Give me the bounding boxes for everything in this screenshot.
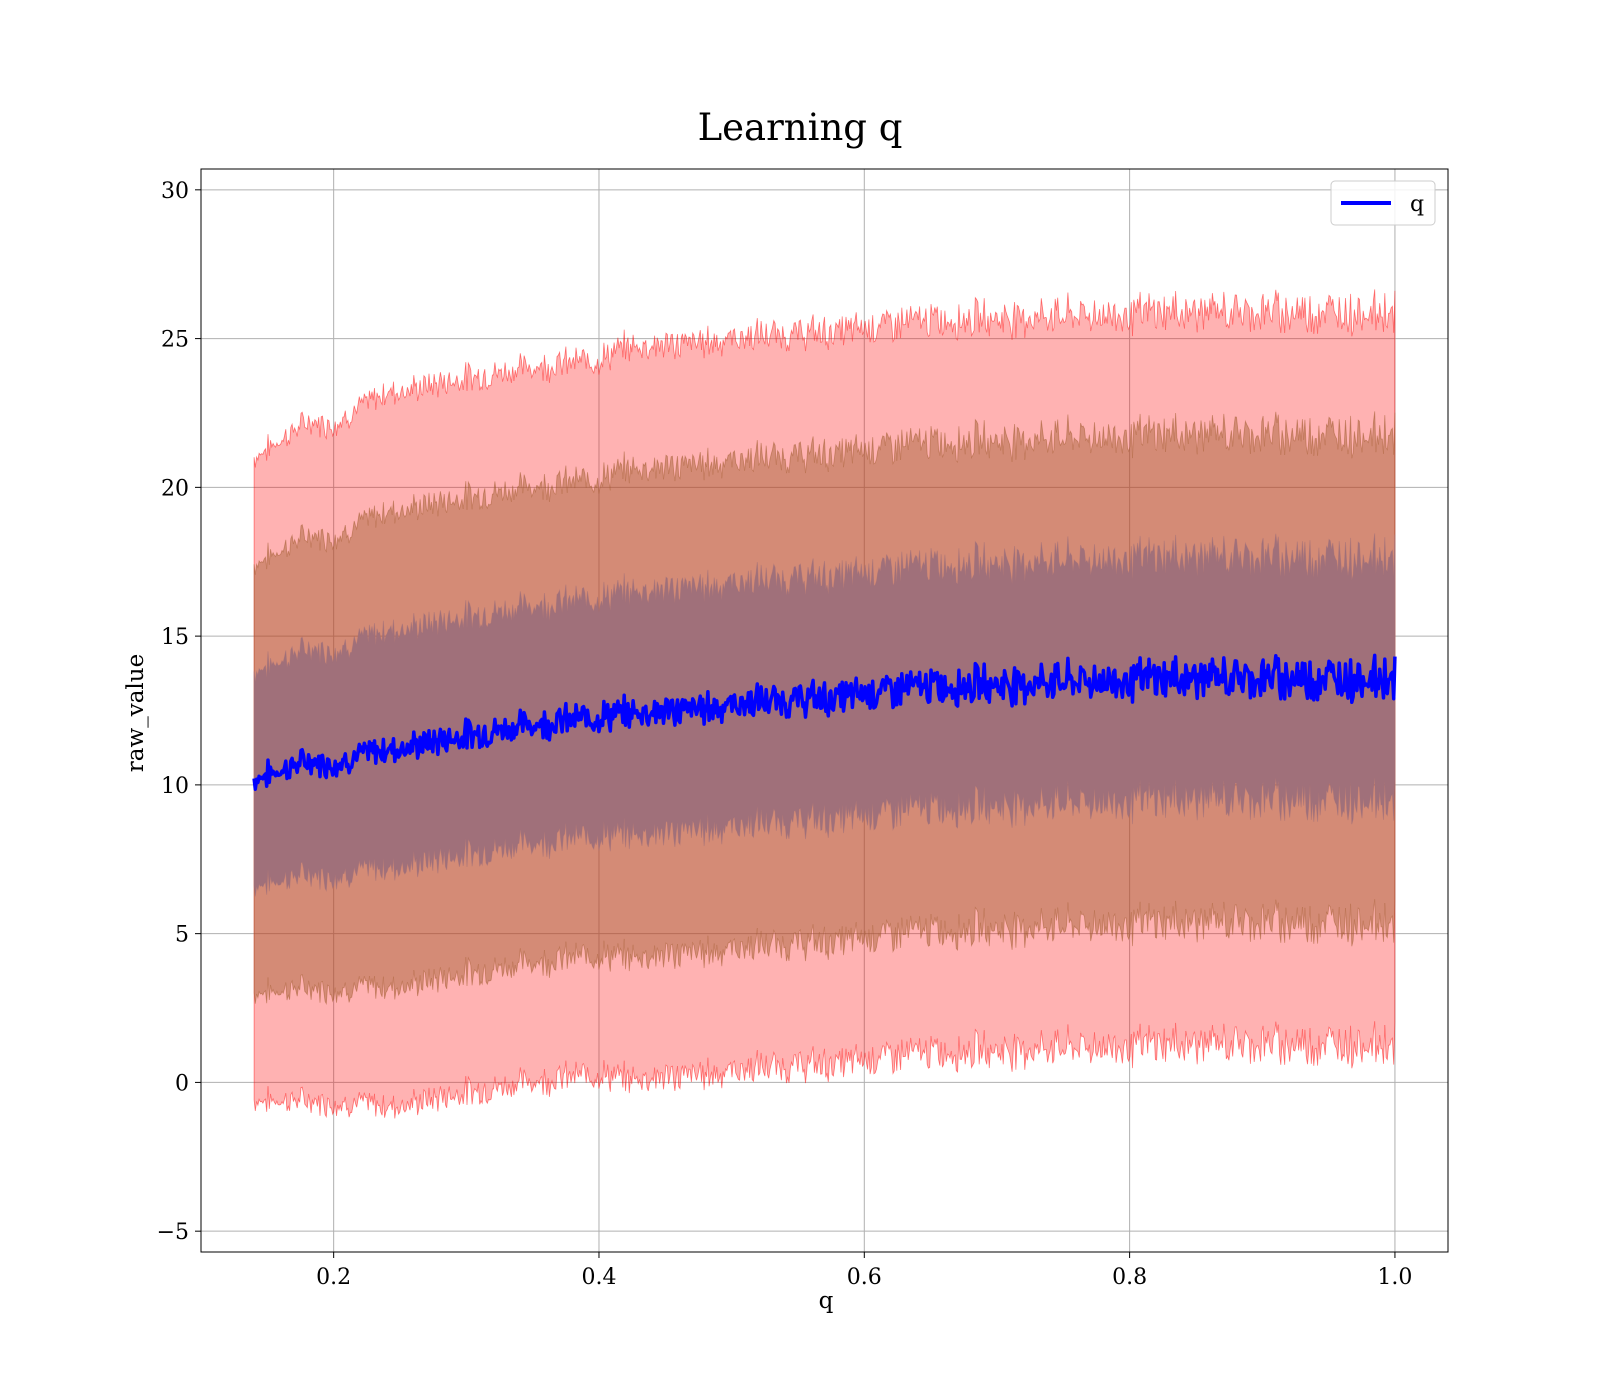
- x-tick-label: 0.6: [847, 1265, 882, 1290]
- y-tick-label: 25: [161, 328, 189, 353]
- axis-ticks: 0.2 0.4 0.6 0.8 1.0 −5 0 5 10 15 20 25 30: [157, 179, 1413, 1290]
- x-axis-label: q: [819, 1288, 834, 1314]
- y-tick-label: 0: [175, 1071, 189, 1096]
- y-tick-label: 30: [161, 179, 189, 204]
- x-tick-label: 1.0: [1377, 1265, 1412, 1290]
- y-tick-label: −5: [157, 1220, 189, 1245]
- y-tick-label: 15: [161, 625, 189, 650]
- series-lines: [252, 653, 1397, 791]
- x-tick-label: 0.2: [316, 1265, 351, 1290]
- x-tick-label: 0.8: [1112, 1265, 1147, 1290]
- series-line-q: [252, 653, 1397, 791]
- legend-label-q: q: [1410, 192, 1424, 217]
- y-tick-label: 5: [175, 923, 189, 948]
- plot-frame: [200, 168, 1449, 1253]
- legend: q: [1330, 180, 1436, 226]
- y-tick-label: 20: [161, 476, 189, 501]
- x-tick-label: 0.4: [581, 1265, 616, 1290]
- band-1sd: [253, 533, 1396, 897]
- chart-title: Learning q: [698, 106, 903, 149]
- y-axis-label: raw_value: [123, 654, 149, 772]
- y-tick-label: 10: [161, 774, 189, 799]
